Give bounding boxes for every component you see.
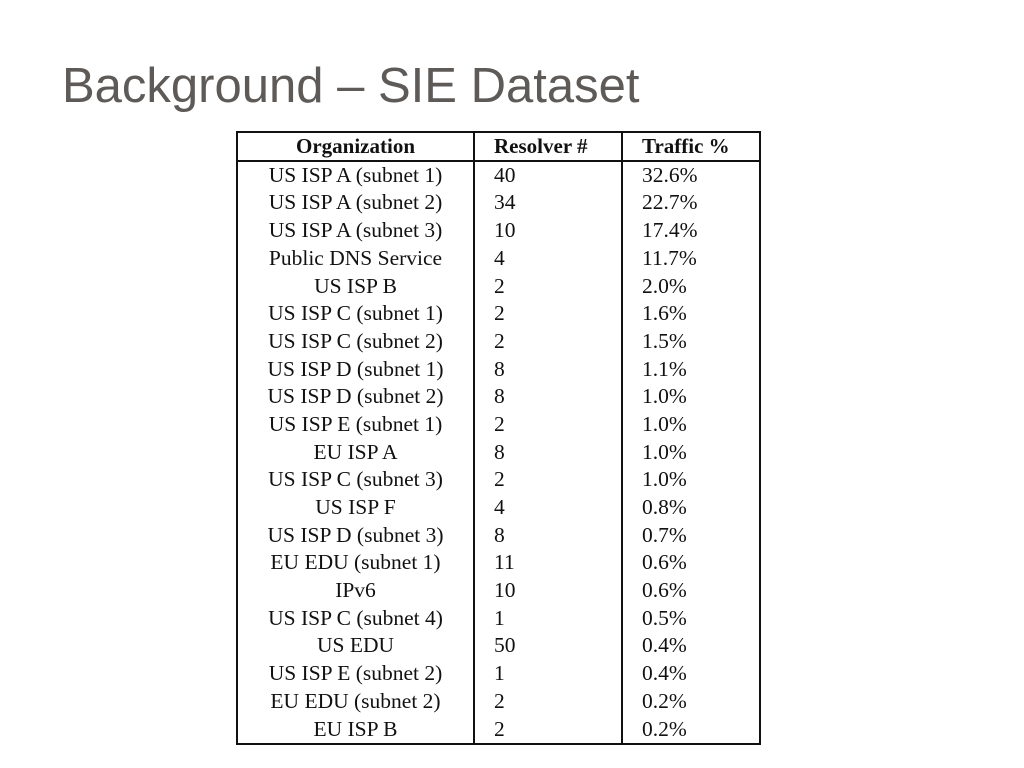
table-row: US ISP A (subnet 3) 10 17.4%: [238, 216, 759, 245]
table-row: US ISP D (subnet 1) 8 1.1%: [238, 355, 759, 383]
cell-traffic: 17.4%: [642, 218, 698, 243]
cell-traffic: 0.6%: [642, 550, 687, 575]
cell-traffic: 1.0%: [642, 439, 687, 464]
cell-traffic: 1.5%: [642, 328, 687, 353]
cell-traffic: 11.7%: [642, 245, 697, 270]
table-row: EU EDU (subnet 1) 11 0.6%: [238, 549, 759, 577]
cell-organization: US ISP A (subnet 3): [238, 216, 475, 245]
cell-resolvers: 11: [474, 549, 623, 577]
slide-title: Background – SIE Dataset: [62, 59, 640, 113]
table-row: US ISP A (subnet 1) 40 32.6%: [238, 161, 759, 190]
cell-organization: US ISP C (subnet 2): [238, 327, 475, 356]
cell-traffic: 0.4%: [642, 633, 687, 658]
cell-resolvers: 4: [474, 244, 623, 273]
cell-resolvers: 2: [474, 410, 623, 439]
cell-organization: US EDU: [238, 632, 475, 660]
cell-resolvers: 34: [474, 189, 623, 217]
cell-traffic: 2.0%: [642, 273, 687, 298]
cell-organization: EU EDU (subnet 2): [238, 687, 475, 716]
table-row: EU EDU (subnet 2) 2 0.2%: [238, 687, 759, 716]
cell-traffic: 32.6%: [642, 163, 698, 188]
cell-resolvers: 8: [474, 438, 623, 466]
cell-organization: US ISP A (subnet 1): [238, 161, 475, 190]
cell-traffic: 1.0%: [642, 411, 687, 436]
cell-traffic: 0.2%: [642, 688, 687, 713]
table-row: US ISP C (subnet 1) 2 1.6%: [238, 299, 759, 328]
table-row: US ISP D (subnet 3) 8 0.7%: [238, 521, 759, 550]
table-header: Organization Resolver # Traffic %: [238, 133, 759, 162]
table-row: US ISP C (subnet 3) 2 1.0%: [238, 465, 759, 494]
table-row: US EDU 50 0.4%: [238, 632, 759, 660]
header-organization: Organization: [238, 133, 475, 162]
cell-resolvers: 2: [474, 299, 623, 328]
cell-organization: US ISP E (subnet 2): [238, 659, 475, 688]
cell-traffic: 0.6%: [642, 578, 687, 603]
table-header-row: Organization Resolver # Traffic %: [238, 133, 759, 162]
header-resolvers: Resolver #: [474, 133, 623, 162]
table-row: US ISP C (subnet 2) 2 1.5%: [238, 327, 759, 356]
cell-resolvers: 2: [474, 272, 623, 300]
cell-organization: US ISP B: [238, 272, 475, 300]
cell-organization: US ISP F: [238, 493, 475, 522]
cell-resolvers: 2: [474, 687, 623, 716]
cell-traffic: 0.2%: [642, 716, 687, 741]
table-row: EU ISP B 2 0.2%: [238, 715, 759, 743]
cell-organization: Public DNS Service: [238, 244, 475, 273]
cell-resolvers: 4: [474, 493, 623, 522]
cell-organization: IPv6: [238, 576, 475, 605]
cell-resolvers: 2: [474, 465, 623, 494]
dataset-table-figure: Organization Resolver # Traffic % US ISP…: [236, 131, 761, 745]
table-row: US ISP E (subnet 2) 1 0.4%: [238, 659, 759, 688]
table-row: US ISP A (subnet 2) 34 22.7%: [238, 189, 759, 217]
cell-traffic: 1.0%: [642, 384, 687, 409]
table-row: US ISP C (subnet 4) 1 0.5%: [238, 604, 759, 633]
table-row: US ISP F 4 0.8%: [238, 493, 759, 522]
cell-organization: US ISP C (subnet 4): [238, 604, 475, 633]
cell-resolvers: 2: [474, 715, 623, 743]
table-row: IPv6 10 0.6%: [238, 576, 759, 605]
cell-traffic: 0.7%: [642, 522, 687, 547]
cell-organization: US ISP C (subnet 3): [238, 465, 475, 494]
cell-organization: US ISP E (subnet 1): [238, 410, 475, 439]
cell-traffic: 22.7%: [642, 190, 698, 215]
table-row: US ISP D (subnet 2) 8 1.0%: [238, 382, 759, 411]
cell-resolvers: 1: [474, 604, 623, 633]
table-row: Public DNS Service 4 11.7%: [238, 244, 759, 273]
cell-organization: US ISP C (subnet 1): [238, 299, 475, 328]
table-row: US ISP E (subnet 1) 2 1.0%: [238, 410, 759, 439]
table-body: US ISP A (subnet 1) 40 32.6% US ISP A (subn…: [238, 161, 759, 743]
cell-organization: US ISP D (subnet 1): [238, 355, 475, 383]
cell-organization: EU ISP B: [238, 715, 475, 743]
cell-traffic: 0.5%: [642, 605, 687, 630]
cell-traffic: 1.6%: [642, 301, 687, 326]
cell-traffic: 0.4%: [642, 661, 687, 686]
cell-traffic: 1.0%: [642, 467, 687, 492]
cell-resolvers: 40: [474, 161, 623, 190]
cell-resolvers: 8: [474, 521, 623, 550]
cell-resolvers: 10: [474, 576, 623, 605]
cell-organization: US ISP D (subnet 2): [238, 382, 475, 411]
cell-organization: US ISP A (subnet 2): [238, 189, 475, 217]
cell-traffic: 0.8%: [642, 495, 687, 519]
cell-resolvers: 50: [474, 632, 623, 660]
table-row: EU ISP A 8 1.0%: [238, 438, 759, 466]
header-traffic: Traffic %: [622, 133, 759, 162]
cell-resolvers: 8: [474, 382, 623, 411]
cell-organization: US ISP D (subnet 3): [238, 521, 475, 550]
table-row: US ISP B 2 2.0%: [238, 272, 759, 300]
cell-resolvers: 2: [474, 327, 623, 356]
dataset-table: Organization Resolver # Traffic % US ISP…: [238, 133, 759, 743]
cell-resolvers: 1: [474, 659, 623, 688]
cell-organization: EU ISP A: [238, 438, 475, 466]
cell-organization: EU EDU (subnet 1): [238, 549, 475, 577]
cell-resolvers: 10: [474, 216, 623, 245]
cell-resolvers: 8: [474, 355, 623, 383]
cell-traffic: 1.1%: [642, 356, 687, 381]
